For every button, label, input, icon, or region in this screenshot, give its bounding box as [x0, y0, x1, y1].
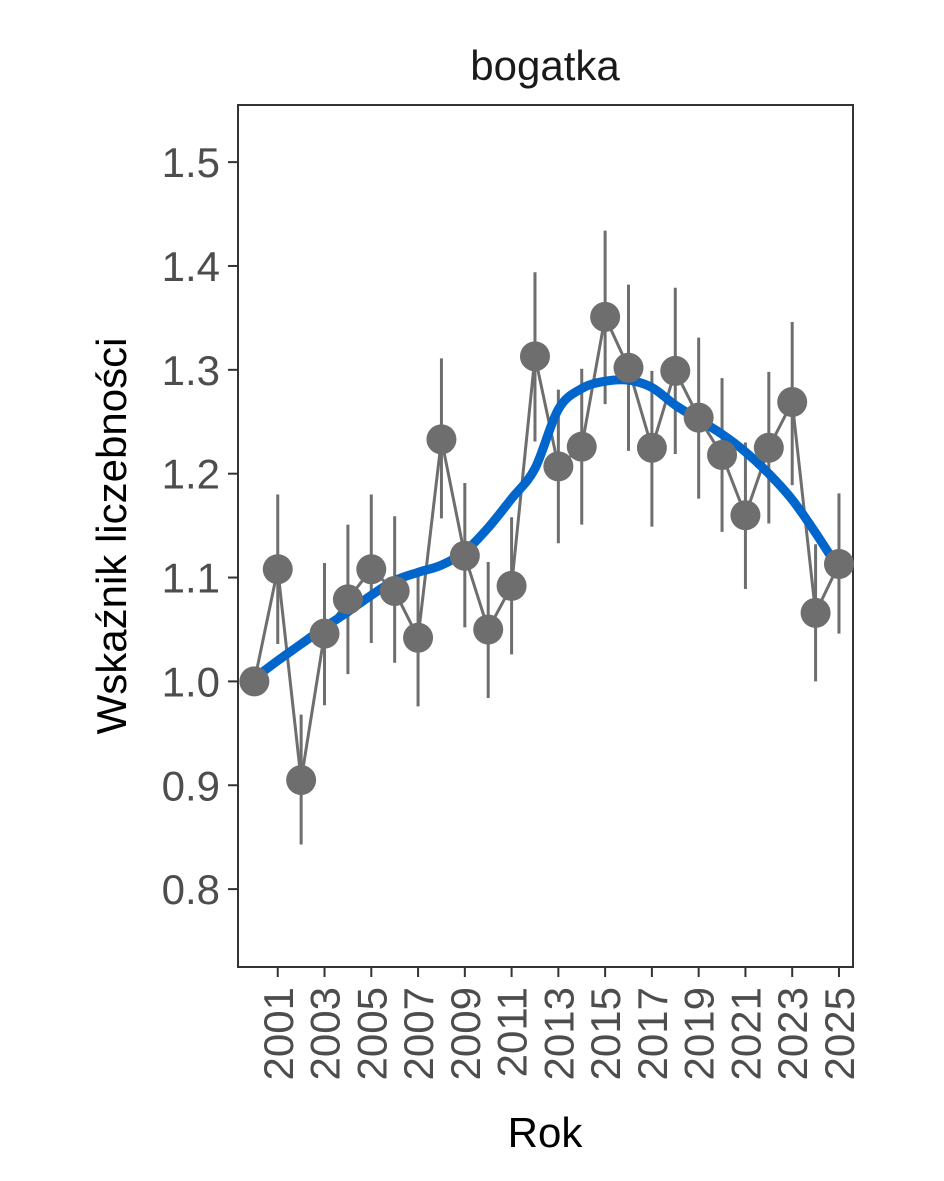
- x-tick-label: 2001: [255, 987, 302, 1080]
- x-tick-label: 2013: [535, 987, 582, 1080]
- data-point: [496, 570, 527, 601]
- x-tick-label: 2007: [395, 987, 442, 1080]
- y-tick-label: 0.9: [162, 762, 220, 809]
- x-tick-label: 2015: [582, 987, 629, 1080]
- y-tick-label: 1.1: [162, 555, 220, 602]
- data-points: [239, 301, 854, 796]
- x-axis: 2001 2003 2005 2007 2009 2011 2013 2015 2017 2019…: [255, 967, 863, 1080]
- y-tick-label: 1.0: [162, 658, 220, 705]
- data-point: [777, 387, 808, 418]
- x-tick-label: 2017: [629, 987, 676, 1080]
- x-tick-label: 2005: [348, 987, 395, 1080]
- y-axis-title: Wskaźnik liczebności: [88, 338, 135, 735]
- data-point: [473, 614, 504, 645]
- y-tick-label: 1.2: [162, 451, 220, 498]
- data-point: [426, 424, 457, 455]
- data-point: [566, 431, 597, 462]
- x-tick-label: 2025: [816, 987, 863, 1080]
- data-point: [543, 451, 574, 482]
- data-point: [753, 432, 784, 463]
- data-point: [356, 554, 387, 585]
- data-point: [660, 355, 691, 386]
- x-tick-label: 2019: [676, 987, 723, 1080]
- data-point: [286, 765, 317, 796]
- x-tick-label: 2011: [489, 987, 536, 1077]
- chart-title: bogatka: [470, 42, 620, 89]
- y-tick-label: 1.3: [162, 347, 220, 394]
- data-point: [332, 584, 363, 615]
- x-axis-title: Rok: [508, 1109, 584, 1156]
- data-point: [800, 597, 831, 628]
- x-tick-label: 2009: [442, 987, 489, 1080]
- data-point: [449, 540, 480, 571]
- y-tick-label: 1.5: [162, 139, 220, 186]
- plot-panel: [237, 104, 854, 968]
- y-tick-label: 0.8: [162, 866, 220, 913]
- data-point: [730, 500, 761, 531]
- x-tick-label: 2023: [769, 987, 816, 1080]
- x-tick-label: 2003: [302, 987, 349, 1080]
- data-point: [613, 352, 644, 383]
- data-point: [683, 402, 714, 433]
- data-point: [590, 301, 621, 332]
- y-tick-label: 1.4: [162, 243, 220, 290]
- data-point: [519, 341, 550, 372]
- data-point: [403, 622, 434, 653]
- data-point: [239, 666, 270, 697]
- data-point: [707, 439, 738, 470]
- data-point: [823, 549, 854, 580]
- x-tick-label: 2021: [722, 987, 769, 1080]
- data-point: [262, 554, 293, 585]
- data-point: [379, 576, 410, 607]
- data-point: [636, 432, 667, 463]
- data-point: [309, 618, 340, 649]
- y-axis: 0.8 0.9 1.0 1.1 1.2 1.3 1.4 1.5: [162, 139, 238, 913]
